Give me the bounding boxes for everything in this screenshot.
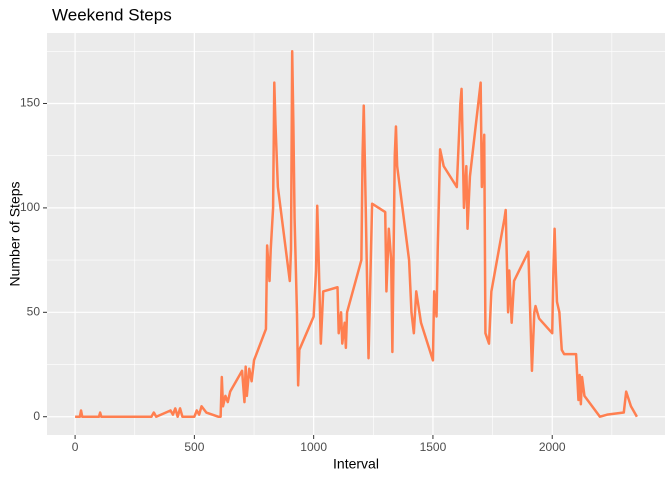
- chart-title: Weekend Steps: [52, 5, 172, 24]
- line: [75, 50, 638, 418]
- x-axis-title: Interval: [333, 456, 379, 472]
- y-tick-label: 0: [33, 409, 40, 423]
- x-tick-label: 2000: [539, 440, 566, 454]
- x-tick-label: 0: [72, 440, 79, 454]
- y-tick-label: 100: [20, 200, 40, 214]
- x-tick-label: 1500: [420, 440, 447, 454]
- x-tick-label: 1000: [300, 440, 327, 454]
- y-tick-label: 50: [27, 304, 41, 318]
- x-tick-label: 500: [184, 440, 204, 454]
- y-tick-label: 150: [20, 96, 40, 110]
- plot-panel: [47, 33, 665, 435]
- y-axis-title: Number of Steps: [7, 181, 23, 286]
